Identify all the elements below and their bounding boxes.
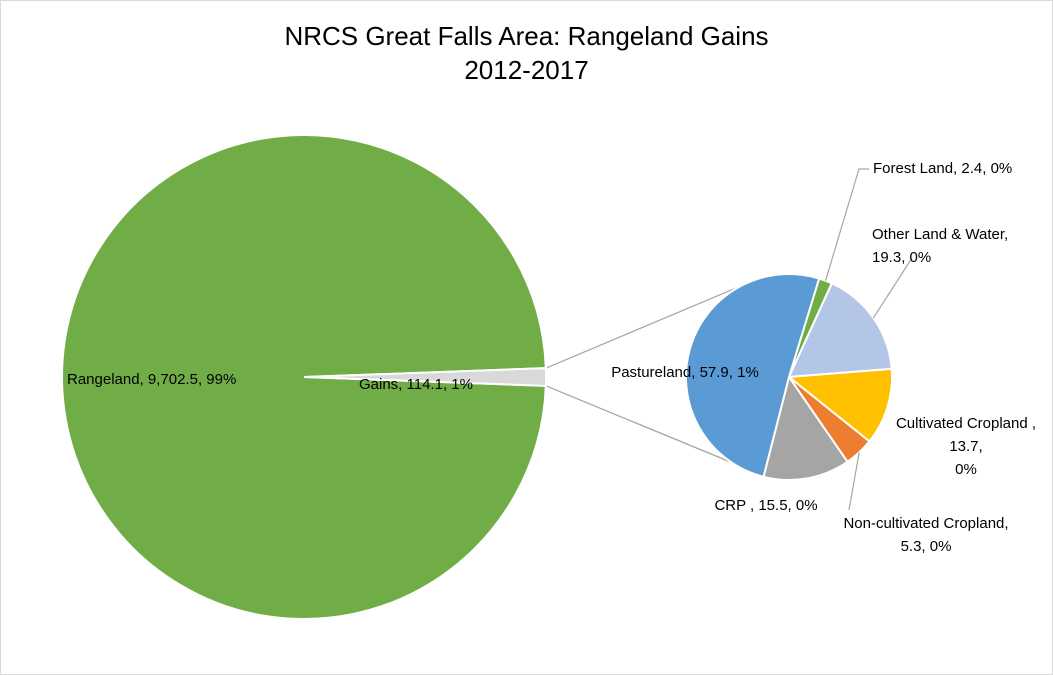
main-pie <box>61 134 548 620</box>
label-non-cultivated-cropland-line: 5.3, 0% <box>901 538 952 555</box>
connector-lines <box>545 285 741 463</box>
leader-line-non-cultivated-cropland <box>848 452 860 511</box>
chart-title: NRCS Great Falls Area: Rangeland Gains 2… <box>1 19 1052 87</box>
label-non-cultivated-cropland-line: Non-cultivated Cropland, <box>843 515 1008 532</box>
label-gains-line: Gains, 114.1, 1% <box>359 376 473 393</box>
label-cultivated-cropland-line: 13.7, <box>949 438 982 455</box>
pie-slice-rangeland <box>61 134 547 620</box>
leader-line-other-land-and-water <box>872 257 913 319</box>
chart-title-line1: NRCS Great Falls Area: Rangeland Gains <box>284 21 769 51</box>
label-rangeland: Rangeland, 9,702.5, 99% <box>67 371 236 388</box>
label-other-land-and-water: Other Land & Water, 19.3, 0% <box>872 226 1008 266</box>
pie-slice-crp <box>762 374 849 481</box>
pie-slice-pastureland <box>684 273 821 479</box>
label-pastureland-line: Pastureland, 57.9, 1% <box>611 364 759 381</box>
pie-slice-cultivated-cropland <box>786 367 894 443</box>
chart-title-line2: 2012-2017 <box>464 55 589 85</box>
pie-slice-gains <box>303 367 548 387</box>
connector-line-top <box>545 285 741 369</box>
label-crp-line: CRP , 15.5, 0% <box>714 497 817 514</box>
label-other-land-and-water-line: Other Land & Water, <box>872 226 1008 243</box>
label-pastureland: Pastureland, 57.9, 1% <box>611 364 759 381</box>
label-cultivated-cropland-line: Cultivated Cropland , <box>896 415 1036 432</box>
label-rangeland-line: Rangeland, 9,702.5, 99% <box>67 371 236 388</box>
label-forest-land-line: Forest Land, 2.4, 0% <box>873 160 1012 177</box>
label-forest-land: Forest Land, 2.4, 0% <box>873 160 1012 177</box>
connector-line-bottom <box>545 385 732 463</box>
label-other-land-and-water-line: 19.3, 0% <box>872 249 931 266</box>
leader-lines <box>824 168 913 511</box>
label-cultivated-cropland: Cultivated Cropland , 13.7, 0% <box>896 415 1036 478</box>
secondary-pie <box>684 273 894 481</box>
label-gains: Gains, 114.1, 1% <box>359 376 473 393</box>
pie-slice-other-land-and-water <box>787 282 893 379</box>
data-labels: Rangeland, 9,702.5, 99% Gains, 114.1, 1% F… <box>67 160 1036 555</box>
label-crp: CRP , 15.5, 0% <box>714 497 817 514</box>
label-cultivated-cropland-line: 0% <box>955 461 977 478</box>
leader-line-forest-land <box>824 168 869 281</box>
label-non-cultivated-cropland: Non-cultivated Cropland, 5.3, 0% <box>843 515 1008 555</box>
